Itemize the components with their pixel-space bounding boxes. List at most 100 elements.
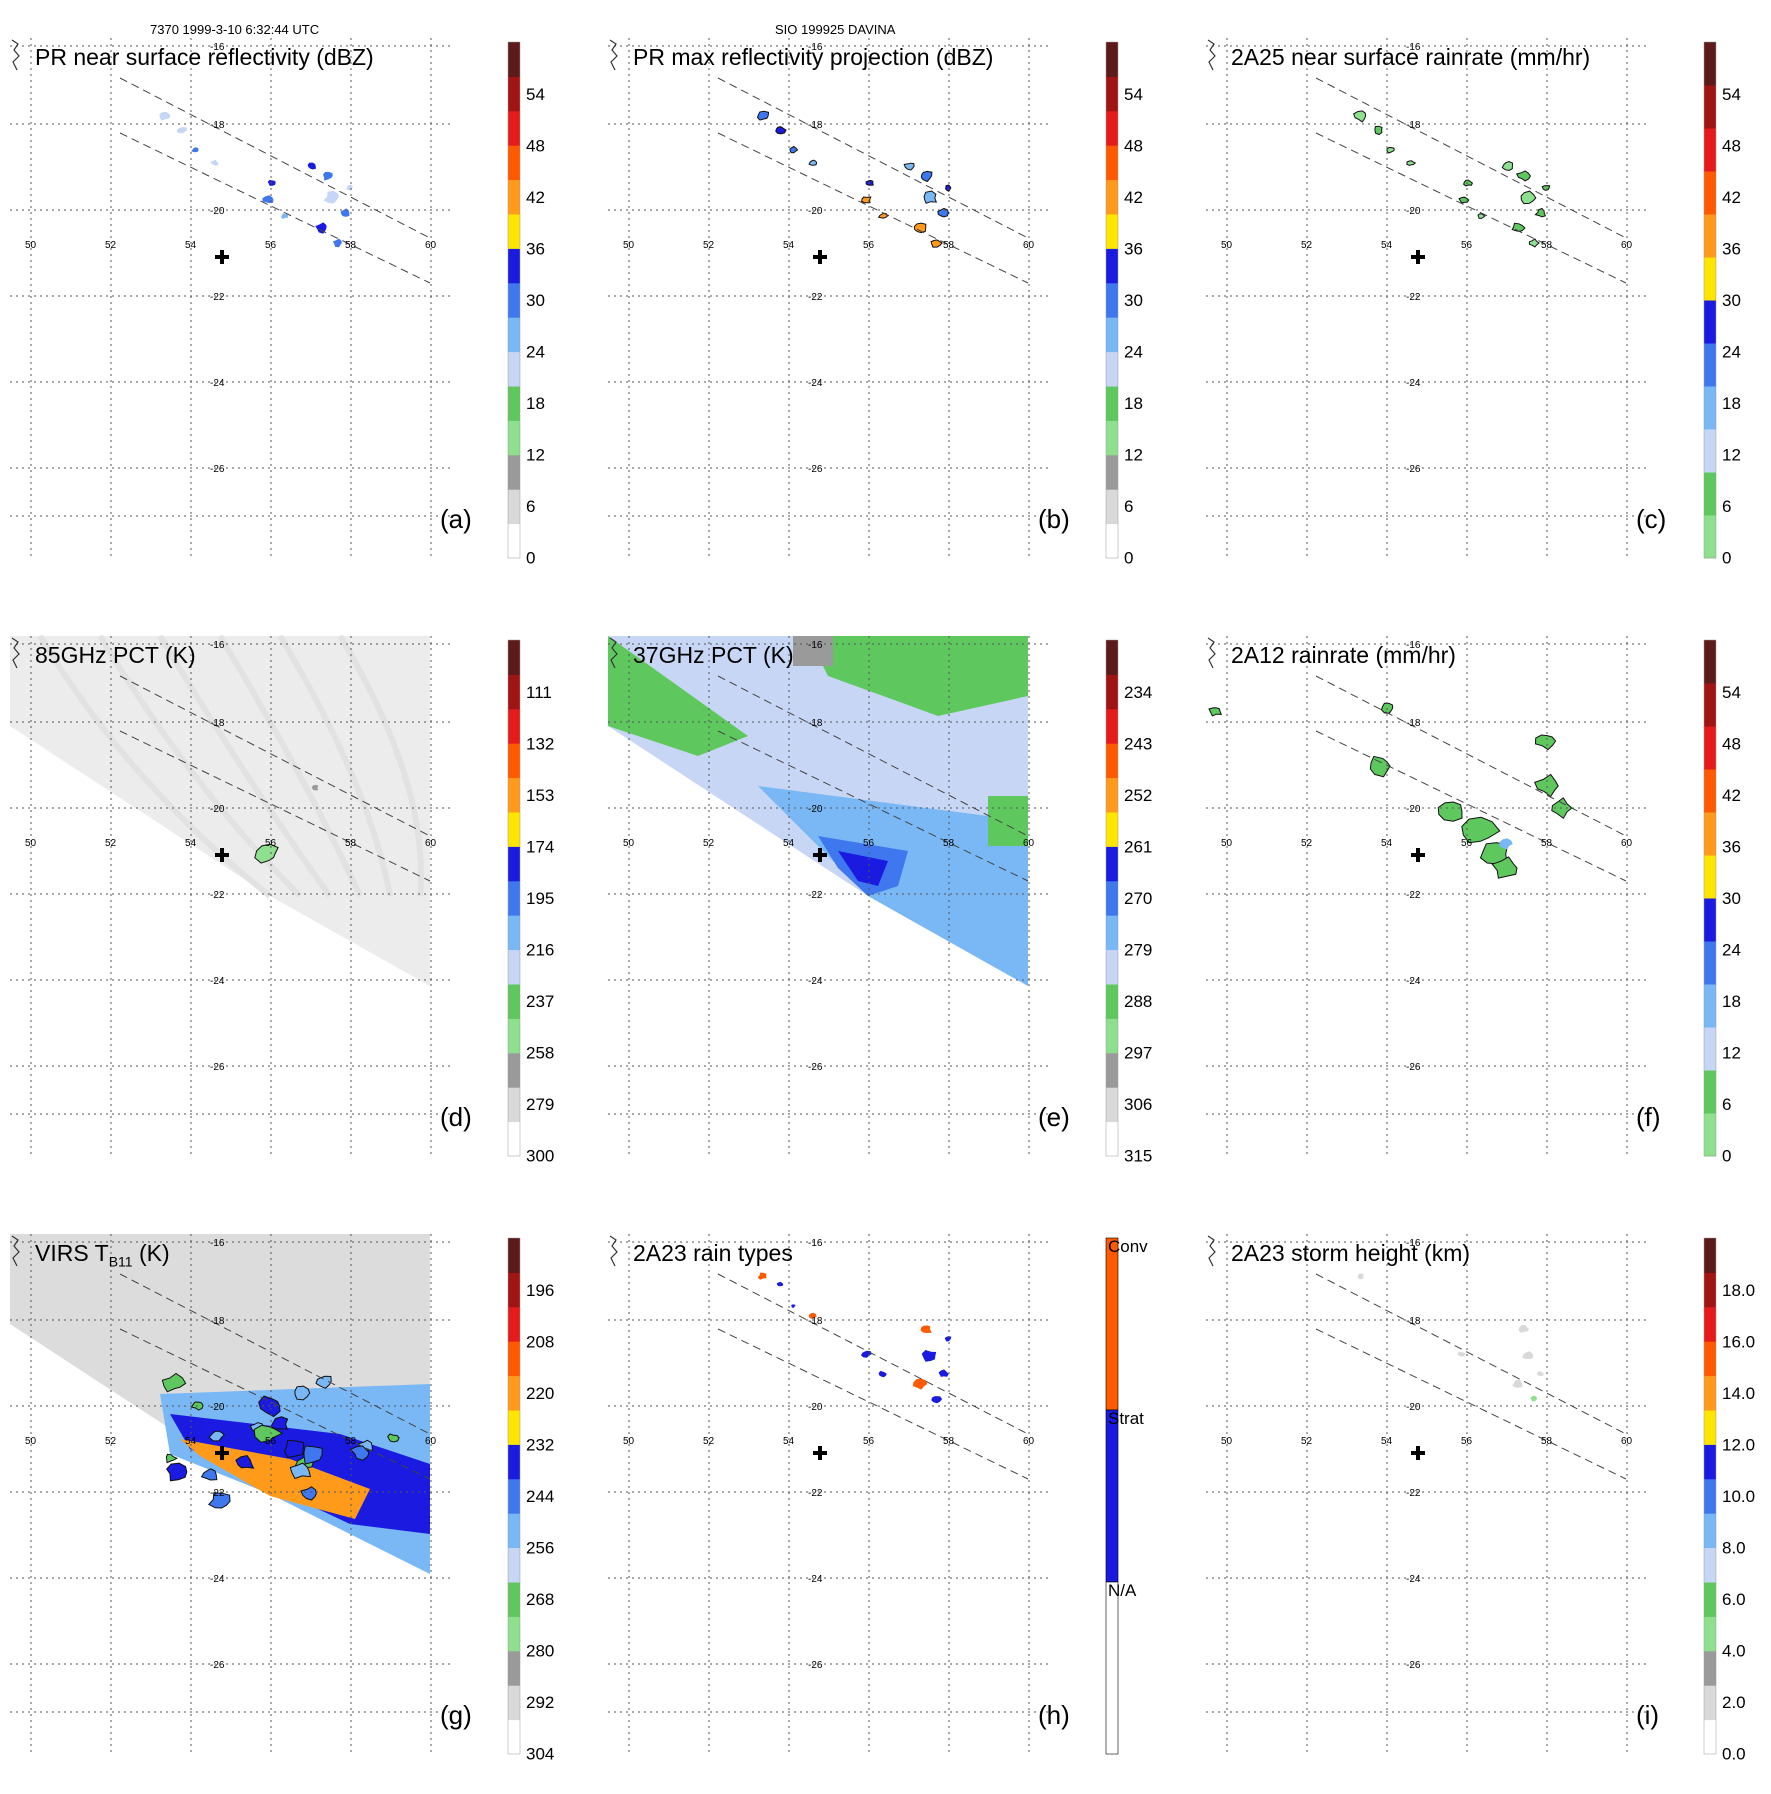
lat-tick-label: -22 <box>1406 890 1421 901</box>
cold-pct-region <box>311 784 319 791</box>
lon-tick-label: 50 <box>25 240 37 251</box>
colorbar-swatch <box>1106 386 1118 421</box>
colorbar-na-swatch <box>1105 1581 1119 1755</box>
lon-tick-label: 54 <box>1381 838 1393 849</box>
map-grid <box>1206 1234 1646 1754</box>
panel-letter: (c) <box>1636 504 1667 534</box>
map-tick-labels: 50 52 54 56 58 60 -16 -18 -20 -22 -24 -26 <box>623 42 1035 475</box>
swath-lines <box>717 1273 1029 1480</box>
map-tick-labels: 50 52 54 56 58 60 -16 -18 -20 -22 -24 -26 <box>25 1238 437 1671</box>
lon-tick-label: 60 <box>1023 1436 1035 1447</box>
colorbar-conv-swatch <box>1105 1237 1119 1411</box>
coastline <box>609 637 618 669</box>
colorbar-tick-label: 292 <box>526 1693 554 1712</box>
cloud-cell <box>270 1416 289 1430</box>
lon-tick-label: 54 <box>1381 1436 1393 1447</box>
lat-tick-label: -22 <box>210 1488 225 1499</box>
echo-cell <box>930 239 943 248</box>
echo-cell <box>789 145 799 154</box>
coastline <box>1207 39 1216 71</box>
colorbar-tick-label: 12 <box>1124 446 1143 465</box>
colorbar-tick-label: 220 <box>526 1384 554 1403</box>
storm-height-cell <box>1537 1371 1544 1377</box>
colorbar-swatch <box>1106 640 1118 675</box>
panel-title-text: PR near surface reflectivity (dBZ) <box>35 44 374 70</box>
swath-lines <box>1315 675 1627 882</box>
colorbar-swatch <box>1704 1027 1716 1071</box>
colorbar-swatch <box>508 386 520 421</box>
colorbar-tick-label: 6 <box>1722 497 1731 516</box>
colorbar-swatch <box>1106 880 1118 916</box>
colorbar-tick-label: 252 <box>1124 786 1152 805</box>
panel-map: 50 52 54 56 58 60-16-18-20-22-24-265448423630… <box>1206 636 1741 1166</box>
colorbar-swatch <box>508 1582 520 1617</box>
panel-title-text: 2A23 rain types <box>633 1240 793 1266</box>
colorbar-swatch <box>1106 949 1118 985</box>
panel-b: 50 52 54 56 58 60 -16 -18 -20 -22 -24 -26 54 48 42 36 30… <box>608 38 1188 598</box>
colorbar-swatch <box>1704 214 1716 258</box>
colorbar-strat-swatch <box>1105 1409 1119 1583</box>
echo-cell <box>920 170 933 183</box>
colorbar-swatch <box>1704 812 1716 856</box>
colorbar-swatch <box>1106 1018 1118 1054</box>
lat-tick-label: -20 <box>808 1402 823 1413</box>
colorbar-tick-label: 6 <box>526 497 535 516</box>
colorbar-swatch <box>1704 984 1716 1028</box>
lat-tick-label: -20 <box>1406 1402 1421 1413</box>
swath-edge-line <box>717 132 1029 284</box>
cross-icon <box>1411 1446 1425 1460</box>
colorbar-tick-label: 24 <box>1722 343 1741 362</box>
storm-height-cell <box>1530 1395 1537 1402</box>
panel-d: 50 52 54 56 58 60 -16 -18 -20 -22 -24 -26 111 132 153 1… <box>10 634 590 1196</box>
colorbar: 54 48 42 36 30 24 18 12 6 0 <box>1703 41 1741 568</box>
echo-cell <box>923 190 938 204</box>
colorbar-tick-label: 8.0 <box>1722 1539 1746 1558</box>
colorbar-tick-label: 12 <box>1722 1044 1741 1063</box>
map-tick-labels: 50 52 54 56 58 60 -16 -18 -20 -22 -24 -26 <box>1221 640 1633 1073</box>
map-grid <box>608 38 1048 558</box>
lon-tick-label: 52 <box>105 838 117 849</box>
lat-tick-label: -26 <box>1406 1062 1421 1073</box>
lon-tick-label: 50 <box>623 838 635 849</box>
lon-tick-label: 52 <box>1301 1436 1313 1447</box>
swath-edge-line <box>717 730 1029 882</box>
swath-edge-line <box>119 132 431 284</box>
field-layer <box>1353 110 1551 248</box>
field-layer <box>10 1234 430 1574</box>
lon-tick-label: 58 <box>345 240 357 251</box>
storm-height-cell <box>1457 1351 1466 1357</box>
panel-g: 50 52 54 56 58 60 -16 -18 -20 -22 -24 -26 196 208 220 2… <box>10 1234 590 1794</box>
lat-tick-label: -26 <box>210 1062 225 1073</box>
lon-tick-label: 56 <box>863 1436 875 1447</box>
panel-c: 50 52 54 56 58 60 -16 -18 -20 -22 -24 -26 54 48 42 36 30… <box>1206 38 1771 598</box>
echo-cell <box>315 222 327 234</box>
lat-tick-label: -18 <box>1406 1316 1421 1327</box>
lat-tick-label: -22 <box>1406 1488 1421 1499</box>
lat-tick-label: -18 <box>1406 718 1421 729</box>
colorbar-swatch <box>1704 1113 1716 1157</box>
rain-type-cell <box>776 1281 784 1287</box>
colorbar-swatch <box>508 1616 520 1652</box>
colorbar-swatch <box>508 282 520 318</box>
colorbar: 111 132 153 174 195 216 237 258 279 300 <box>507 639 554 1166</box>
colorbar-swatch <box>508 1052 520 1088</box>
colorbar-swatch <box>1704 1272 1716 1308</box>
colorbar-swatch <box>1106 179 1118 215</box>
echo-cell <box>865 179 874 186</box>
cloud-cell <box>284 1439 305 1458</box>
lon-tick-label: 52 <box>105 240 117 251</box>
colorbar-swatch <box>1106 420 1118 456</box>
colorbar-swatch <box>508 145 520 181</box>
map-tick-labels: 50 52 54 56 58 60 -16 -18 -20 -22 -24 -26 <box>623 1238 1035 1671</box>
colorbar: 18.0 16.0 14.0 12.0 10.0 8.0 6.0 4.0 2.0 0.0 <box>1703 1237 1755 1764</box>
cloud-cell <box>208 1492 231 1509</box>
panel-title-text: 2A25 near surface rainrate (mm/hr) <box>1231 44 1591 70</box>
colorbar-tick-label: 216 <box>526 941 554 960</box>
swath-lines <box>119 1273 431 1480</box>
lat-tick-label: -16 <box>808 1238 823 1249</box>
colorbar-swatch <box>508 351 520 387</box>
lon-tick-label: 50 <box>623 240 635 251</box>
colorbar-tick-label: 54 <box>526 85 545 104</box>
colorbar-swatch <box>1106 1052 1118 1088</box>
map-tick-labels: 50 52 54 56 58 60 -16 -18 -20 -22 -24 -26 <box>623 640 1035 1073</box>
